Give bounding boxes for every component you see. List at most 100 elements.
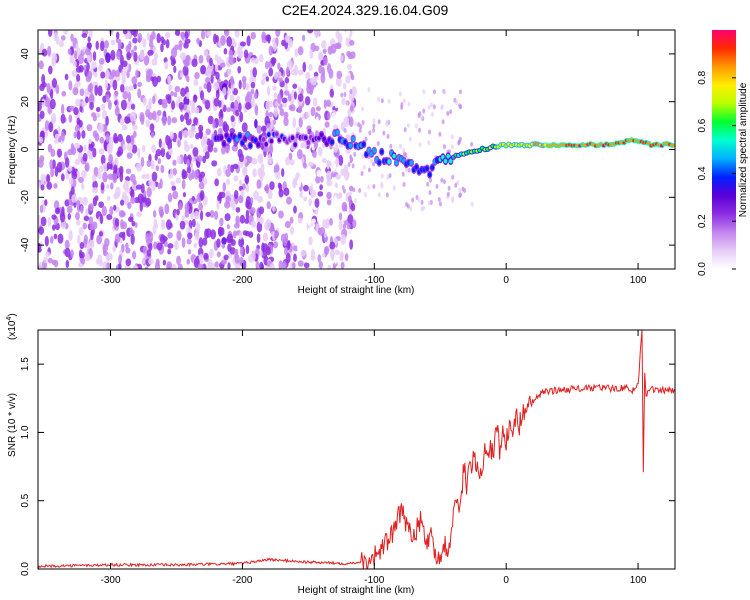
spectrogram-ridge-cell xyxy=(306,140,311,145)
spectrogram-cell xyxy=(79,251,85,259)
spectrogram-cell xyxy=(367,87,371,93)
spectrogram-cell xyxy=(202,237,208,246)
spectrogram-cell xyxy=(184,112,190,121)
spectrogram-cell xyxy=(299,191,304,198)
spectrogram-cell xyxy=(411,197,415,203)
spectrogram-cell xyxy=(157,98,164,106)
spectrogram-cell xyxy=(220,62,226,68)
spectrogram-cell xyxy=(125,247,131,254)
spectrogram-cell xyxy=(307,227,312,236)
spectrogram-cell xyxy=(349,39,355,46)
spectrogram-cell xyxy=(142,245,148,256)
spectrogram-cell xyxy=(73,50,78,60)
spectrogram-cell xyxy=(202,155,207,164)
spectrogram-cell xyxy=(198,174,203,183)
spectrogram-cell xyxy=(90,230,94,241)
spectrogram-cell xyxy=(214,261,219,268)
spectrogram-cell xyxy=(204,151,210,160)
spectrogram-cell xyxy=(326,191,332,200)
spectrogram-cell xyxy=(281,97,288,104)
spectrogram-cell xyxy=(108,153,114,165)
spectrogram-cell xyxy=(74,158,81,166)
spectrogram-cell xyxy=(297,46,304,56)
spectrogram-cell xyxy=(251,157,258,165)
spectrogram-ridge-cell xyxy=(266,132,271,137)
spectrogram-cell xyxy=(182,170,188,179)
spectrogram-cell xyxy=(59,211,66,223)
snr-frame xyxy=(37,329,676,570)
spectrogram-cell xyxy=(305,256,310,263)
spectrogram-cell xyxy=(427,140,431,146)
snr-series-line xyxy=(38,330,675,569)
spectrogram-cell xyxy=(272,85,277,91)
spectrogram-cell xyxy=(60,173,65,182)
spectrogram-cell xyxy=(66,205,73,214)
spectrogram-cell xyxy=(210,229,217,240)
spectrogram-ridge-cell xyxy=(269,138,274,144)
spectrogram-cell xyxy=(256,233,261,244)
spectrogram-cell xyxy=(164,32,171,39)
spectrogram-cell xyxy=(320,175,324,183)
spectrogram-cell xyxy=(135,184,142,190)
spectrogram-cell xyxy=(121,243,125,253)
spectrogram-cell xyxy=(341,201,348,212)
spectrogram-ridge-cell xyxy=(330,139,334,145)
spectrogram-cell xyxy=(282,260,287,269)
spectrogram-cell xyxy=(183,59,190,68)
spectrogram-cell xyxy=(149,123,155,132)
spectrogram-cell xyxy=(49,88,54,100)
spectrogram-cell xyxy=(310,248,315,259)
spectrogram-cell xyxy=(297,260,304,267)
spectrogram-cell xyxy=(277,182,282,189)
spectrogram-ridge-cell xyxy=(387,159,391,165)
spectrogram-cell xyxy=(289,226,295,235)
spectrogram-cell xyxy=(119,199,125,206)
spectrogram-cell xyxy=(281,39,286,47)
spectrogram-cell xyxy=(174,85,181,93)
spectrogram-cell xyxy=(92,115,97,122)
spectrogram-cell xyxy=(187,249,192,255)
spectrogram-cell xyxy=(190,143,194,149)
spectrogram-cell xyxy=(450,134,454,140)
spectrogram-cell xyxy=(358,127,362,133)
spectrogram-cell xyxy=(114,233,121,244)
spectrogram-cell xyxy=(297,69,304,76)
spectrogram-cell xyxy=(190,125,197,134)
spectrogram-cell xyxy=(145,173,150,180)
spectrogram-cell xyxy=(192,147,199,157)
spectrogram-cell xyxy=(195,222,201,233)
spectrogram-cell xyxy=(44,97,51,108)
spectrogram-cell xyxy=(283,90,290,96)
spectrogram-cell xyxy=(186,158,190,167)
spectrogram-cell xyxy=(216,251,221,258)
spectrogram-cell xyxy=(106,183,110,190)
spectrogram-cell xyxy=(347,255,353,265)
spectrogram-cell xyxy=(109,205,114,216)
spectrogram-cell xyxy=(153,241,158,250)
spectrogram-cell xyxy=(145,109,151,118)
spectrogram-cell xyxy=(114,90,119,97)
spectrogram-cell xyxy=(83,215,90,222)
spectrogram-cell xyxy=(306,214,312,225)
spectrogram-cell xyxy=(242,79,247,90)
spectrogram-cell xyxy=(442,179,446,185)
spectrogram-cell xyxy=(84,164,89,171)
spectrogram-cell xyxy=(171,263,177,269)
colorbar: 0.0 0.2 0.4 0.6 0.8 Normalized spectral ampl… xyxy=(697,30,749,276)
spectrogram-cell xyxy=(205,128,211,136)
spectrogram-cell xyxy=(250,220,257,228)
spectrogram-ridge-cell xyxy=(222,141,226,147)
spectrogram-cell xyxy=(305,111,310,119)
spectrogram-cell xyxy=(256,179,262,189)
spectrogram-cell xyxy=(112,79,118,91)
spectrogram-cell xyxy=(267,189,273,200)
spectrogram-cell xyxy=(160,43,164,53)
spectrogram-cell xyxy=(308,63,313,72)
spectrogram-cell xyxy=(174,30,180,36)
spectrogram-cell xyxy=(251,98,255,107)
spectrogram-cell xyxy=(238,231,243,240)
spectrogram-cell xyxy=(402,147,406,153)
spectrogram-cell xyxy=(38,214,42,226)
spectrogram-cell xyxy=(435,183,439,189)
